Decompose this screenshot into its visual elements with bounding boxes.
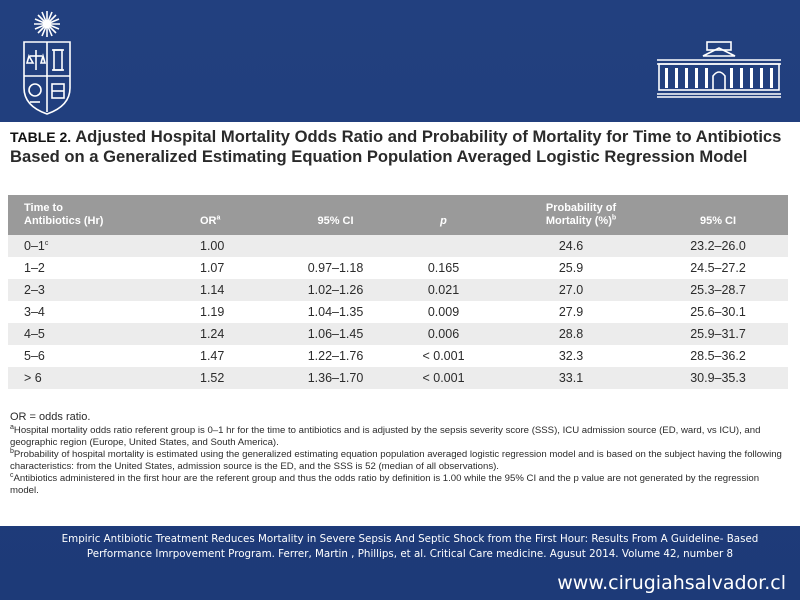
cell-ci-2: 30.9–35.3 (690, 371, 746, 385)
table-row: 1–2 1.07 0.97–1.18 0.165 25.9 24.5–27.2 (8, 257, 788, 279)
table-row: > 6 1.52 1.36–1.70 < 0.001 33.1 30.9–35.… (8, 367, 788, 389)
cell-ci: 1.36–1.70 (307, 371, 364, 385)
cell-or: 1.47 (200, 349, 225, 363)
cell-or: 1.19 (200, 305, 225, 319)
cell-ci: 1.02–1.26 (307, 283, 364, 297)
cell-probability: 33.1 (558, 371, 584, 385)
cell-time: 4–5 (24, 327, 45, 341)
column-header-time-line2: Antibiotics (Hr) (24, 215, 104, 227)
table-title: TABLE 2. Adjusted Hospital Mortality Odd… (10, 127, 790, 167)
website-url: www.cirugiahsalvador.cl (557, 572, 786, 594)
citation-line-2: Performance Imrpovement Program. Ferrer,… (86, 548, 734, 560)
cell-time: 1–2 (24, 261, 45, 275)
column-header-time: Time to Antibiotics (Hr) (24, 202, 103, 228)
cell-p: 0.006 (427, 327, 460, 341)
cell-ci-2: 25.6–30.1 (690, 305, 746, 319)
cell-probability: 32.3 (558, 349, 584, 363)
cell-ci-2: 24.5–27.2 (690, 261, 746, 275)
column-header-or: ORa (200, 214, 221, 228)
column-header-time-line1: Time to (24, 202, 63, 214)
column-header-or-text: OR (200, 215, 217, 227)
footnote-marker: b (611, 214, 617, 222)
footnote-or-definition: OR = odds ratio. (10, 411, 91, 423)
cell-ci-2: 25.3–28.7 (690, 283, 746, 297)
cell-probability: 25.9 (558, 261, 584, 275)
footnote-c: cAntibiotics administered in the first h… (10, 471, 790, 497)
cell-or: 1.52 (200, 371, 225, 385)
footnote-marker: a (216, 214, 221, 222)
table-row: 2–3 1.14 1.02–1.26 0.021 27.0 25.3–28.7 (8, 279, 788, 301)
footnote-b: bProbability of hospital mortality is es… (10, 447, 790, 473)
cell-probability: 28.8 (558, 327, 584, 341)
cell-ci-2: 25.9–31.7 (690, 327, 746, 341)
table-body: 0–1c 1.00 24.6 23.2–26.0 1–2 1.07 0.97–1… (8, 235, 788, 389)
header-banner (0, 0, 800, 122)
cell-ci: 1.22–1.76 (307, 349, 364, 363)
cell-probability: 27.9 (558, 305, 584, 319)
cell-time: 3–4 (24, 305, 45, 319)
cell-time-text: 0–1 (24, 239, 45, 253)
cell-ci: 1.04–1.35 (307, 305, 364, 319)
table-row: 0–1c 1.00 24.6 23.2–26.0 (8, 235, 788, 257)
cell-or: 1.14 (200, 283, 225, 297)
table-header: Time to Antibiotics (Hr) ORa 95% CI p Pr… (8, 195, 788, 235)
table-footnotes: OR = odds ratio. aHospital mortality odd… (10, 411, 790, 497)
footnote-b-text: Probability of hospital mortality is est… (10, 449, 782, 472)
footnote-c-text: Antibiotics administered in the first ho… (10, 473, 760, 496)
column-header-ci-2: 95% CI (699, 215, 737, 227)
cell-time: 0–1c (24, 235, 48, 257)
table-title-text: Adjusted Hospital Mortality Odds Ratio a… (10, 127, 782, 166)
table-label: TABLE 2. (10, 129, 72, 145)
cell-time: > 6 (24, 371, 42, 385)
hospital-building-icon (657, 41, 781, 98)
cell-ci: 1.06–1.45 (307, 327, 364, 341)
cell-ci-2: 28.5–36.2 (690, 349, 746, 363)
footnote-a-text: Hospital mortality odds ratio referent g… (10, 425, 761, 448)
column-header-probability-text: Mortality (%) (545, 215, 612, 227)
citation: Empiric Antibiotic Treatment Reduces Mor… (60, 532, 760, 562)
cell-time: 2–3 (24, 283, 45, 297)
cell-ci-2: 23.2–26.0 (690, 239, 746, 253)
cell-p: < 0.001 (422, 371, 465, 385)
column-header-probability-line2: Mortality (%)b (536, 214, 626, 228)
cell-or: 1.24 (200, 327, 225, 341)
cell-p: < 0.001 (422, 349, 465, 363)
cell-or: 1.07 (200, 261, 225, 275)
footnote-marker: a (10, 423, 14, 431)
cell-p: 0.165 (427, 261, 460, 275)
footnote-marker: b (10, 447, 14, 455)
table-document: TABLE 2. Adjusted Hospital Mortality Odd… (0, 122, 800, 526)
cell-probability: 24.6 (558, 239, 584, 253)
table-row: 4–5 1.24 1.06–1.45 0.006 28.8 25.9–31.7 (8, 323, 788, 345)
cell-p: 0.009 (427, 305, 460, 319)
citation-line-1: Empiric Antibiotic Treatment Reduces Mor… (61, 533, 759, 545)
table-row: 5–6 1.47 1.22–1.76 < 0.001 32.3 28.5–36.… (8, 345, 788, 367)
cell-ci: 0.97–1.18 (307, 261, 364, 275)
column-header-ci: 95% CI (317, 215, 354, 227)
cell-probability: 27.0 (558, 283, 584, 297)
footnote-marker: c (10, 471, 14, 479)
footnote-a: aHospital mortality odds ratio referent … (10, 423, 790, 449)
cell-or: 1.00 (200, 239, 225, 253)
university-crest-icon (23, 11, 71, 115)
column-header-p: p (440, 215, 447, 227)
column-header-probability: Probability of Mortality (%)b (536, 202, 626, 228)
column-header-probability-line1: Probability of (545, 202, 617, 214)
table-row: 3–4 1.19 1.04–1.35 0.009 27.9 25.6–30.1 (8, 301, 788, 323)
cell-p: 0.021 (427, 283, 460, 297)
cell-time: 5–6 (24, 349, 45, 363)
footnote-marker: c (44, 239, 49, 247)
